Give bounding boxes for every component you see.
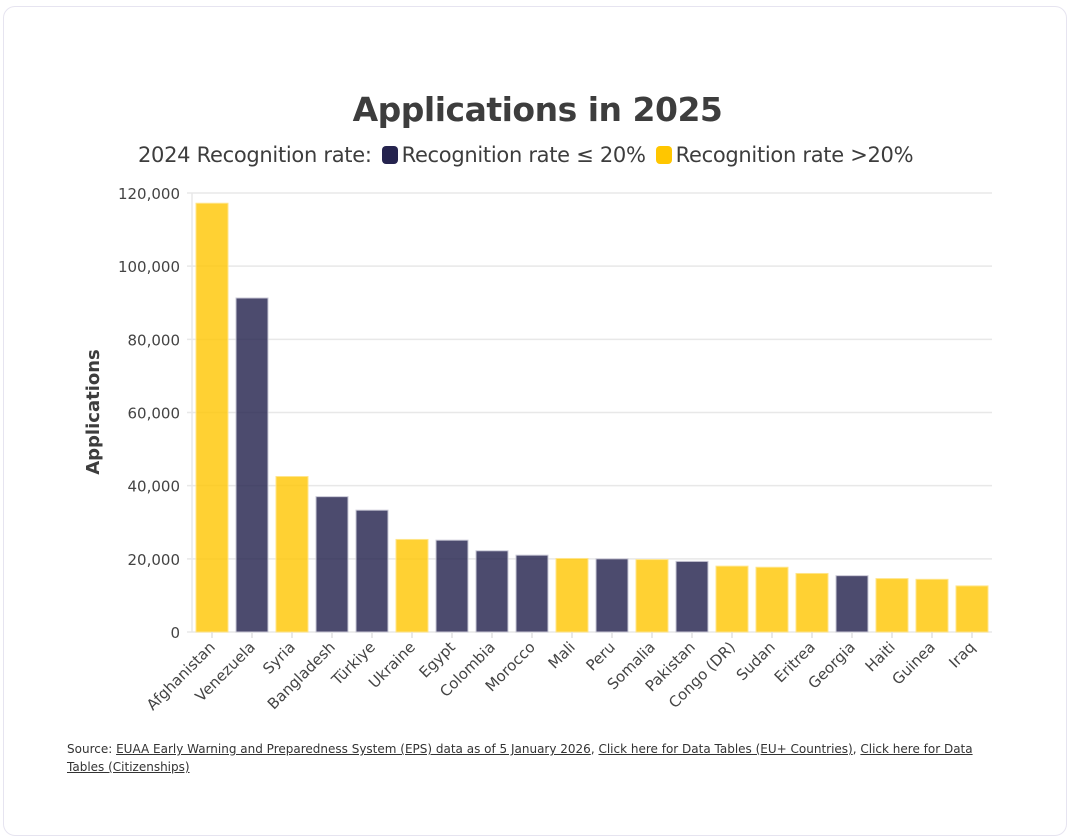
bar-peru[interactable] <box>595 558 629 633</box>
x-tick-label: Sudan <box>733 638 779 684</box>
x-tick-label: Iraq <box>945 638 978 671</box>
bar-congo-dr[interactable] <box>715 565 749 633</box>
y-tick-label: 80,000 <box>128 331 181 349</box>
y-tick-label: 20,000 <box>128 551 181 569</box>
bar-chart: 020,00040,00060,00080,000100,000120,000 … <box>83 185 992 714</box>
bar-t-rkiye[interactable] <box>355 509 389 633</box>
bar-sudan[interactable] <box>755 566 789 633</box>
bar-colombia[interactable] <box>475 550 509 633</box>
separator: , <box>590 742 599 756</box>
bar-ukraine[interactable] <box>395 538 429 633</box>
source-link-citizenships[interactable]: Click here for Data Tables (Citizenships… <box>67 742 973 774</box>
bar-haiti[interactable] <box>875 578 909 633</box>
x-tick-label: Mali <box>545 638 579 672</box>
gridlines <box>187 192 992 633</box>
bar-iraq[interactable] <box>955 585 989 633</box>
source-link-eps[interactable]: EUAA Early Warning and Preparedness Syst… <box>116 742 591 756</box>
bar-afghanistan[interactable] <box>195 202 229 633</box>
legend-title: 2024 Recognition rate: <box>138 143 372 167</box>
y-tick-label: 100,000 <box>118 258 180 276</box>
y-tick-label: 120,000 <box>118 185 180 203</box>
legend-label-low[interactable]: Recognition rate ≤ 20% <box>401 143 646 167</box>
bar-pakistan[interactable] <box>675 560 709 633</box>
legend-label-high[interactable]: Recognition rate >20% <box>675 143 914 167</box>
bar-eritrea[interactable] <box>795 572 829 633</box>
bar-syria[interactable] <box>275 476 309 633</box>
y-tick-label: 0 <box>170 624 180 642</box>
chart-title: Applications in 2025 <box>352 90 723 129</box>
source-link-eu-countries[interactable]: Click here for Data Tables (EU+ Countrie… <box>598 742 853 756</box>
source-note: Source: EUAA Early Warning and Preparedn… <box>67 740 987 776</box>
legend-swatch-low[interactable] <box>381 146 398 164</box>
x-tick-label: Peru <box>582 638 618 674</box>
bar-somalia[interactable] <box>635 559 669 633</box>
bar-mali[interactable] <box>555 557 589 633</box>
bars <box>195 202 989 633</box>
bar-morocco[interactable] <box>515 554 549 633</box>
bar-bangladesh[interactable] <box>315 496 349 633</box>
bar-egypt[interactable] <box>435 539 469 633</box>
bar-guinea[interactable] <box>915 578 949 633</box>
y-tick-label: 40,000 <box>128 478 181 496</box>
source-prefix: Source: <box>67 742 117 756</box>
legend-swatch-high[interactable] <box>655 146 672 164</box>
separator: , <box>852 742 861 756</box>
y-tick-label: 60,000 <box>128 405 181 423</box>
legend: 2024 Recognition rate: Recognition rate … <box>138 143 914 167</box>
bar-venezuela[interactable] <box>235 297 269 633</box>
bar-georgia[interactable] <box>835 575 869 633</box>
x-tick-label: Guinea <box>888 638 938 688</box>
y-axis-title: Applications <box>83 349 104 475</box>
chart-card <box>3 6 1067 836</box>
y-axis-ticks: 0 20,000 40,000 60,000 80,000 100,000 120,000 <box>118 185 180 642</box>
